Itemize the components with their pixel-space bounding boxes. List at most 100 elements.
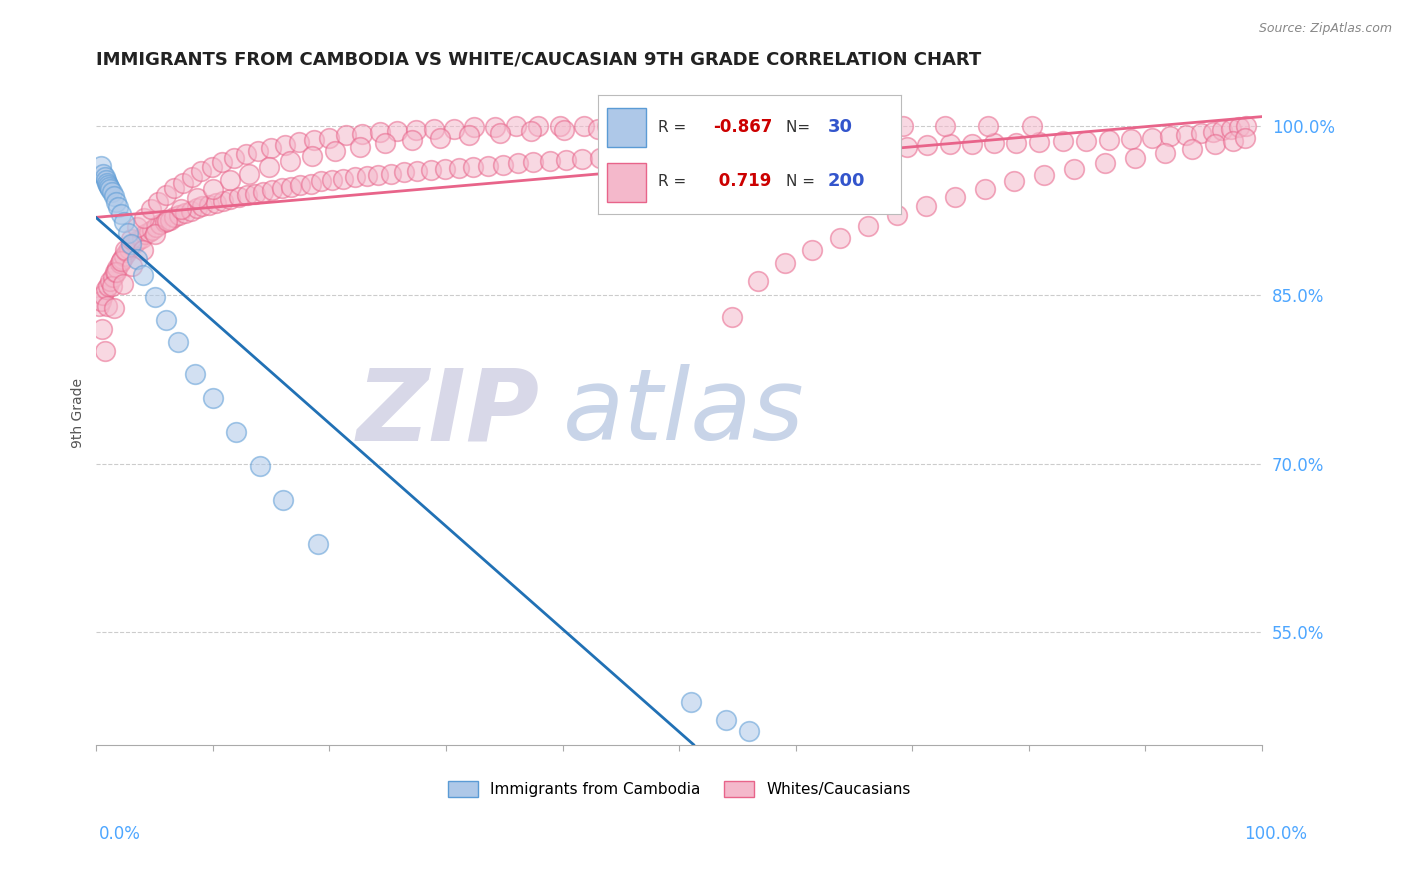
Point [344, 169, 367, 184]
Point [1189, 126, 1212, 140]
Point [96, 299, 118, 313]
Point [522, 155, 544, 169]
Point [644, 120, 666, 134]
Point [222, 151, 245, 165]
Point [257, 160, 280, 174]
Point [270, 181, 292, 195]
Point [572, 120, 595, 134]
Point [219, 193, 242, 207]
Point [252, 185, 274, 199]
Point [733, 120, 755, 134]
Point [108, 256, 131, 270]
Point [915, 199, 938, 213]
Point [1234, 120, 1257, 134]
Point [299, 177, 322, 191]
Y-axis label: 9th Grade: 9th Grade [72, 378, 86, 448]
Point [235, 187, 257, 202]
Point [127, 252, 149, 266]
Point [571, 152, 593, 166]
Point [1181, 142, 1204, 156]
Point [127, 233, 149, 247]
Point [695, 120, 717, 134]
Point [115, 245, 138, 260]
Point [111, 252, 134, 266]
Point [170, 202, 193, 217]
Point [172, 176, 194, 190]
Point [186, 191, 208, 205]
Point [960, 137, 983, 152]
Point [1094, 156, 1116, 170]
Point [934, 120, 956, 134]
Text: ZIP: ZIP [356, 365, 540, 461]
Point [93, 344, 115, 359]
Point [555, 153, 578, 167]
Point [134, 211, 156, 226]
Point [184, 367, 207, 381]
Point [938, 137, 960, 152]
Point [311, 174, 333, 188]
Point [100, 185, 122, 199]
Point [380, 167, 402, 181]
Point [132, 243, 155, 257]
Point [1219, 121, 1241, 136]
Point [120, 237, 142, 252]
Point [853, 141, 876, 155]
Point [443, 121, 465, 136]
Point [752, 144, 775, 158]
Point [1028, 135, 1050, 149]
Point [163, 211, 186, 225]
Point [792, 143, 814, 157]
Point [678, 147, 700, 161]
Point [1204, 137, 1226, 152]
Point [458, 128, 481, 143]
Point [335, 128, 357, 143]
Point [405, 122, 427, 136]
Point [596, 120, 619, 134]
Point [696, 146, 718, 161]
Point [271, 492, 294, 507]
Point [186, 202, 208, 216]
Point [191, 199, 214, 213]
Point [1159, 129, 1181, 144]
Point [225, 425, 247, 439]
Text: 0.0%: 0.0% [98, 825, 141, 843]
Point [695, 120, 717, 134]
Point [132, 268, 155, 282]
Point [886, 208, 908, 222]
Point [896, 139, 918, 153]
Point [138, 225, 160, 239]
Point [945, 190, 967, 204]
Point [658, 147, 681, 161]
Point [1175, 128, 1198, 143]
Point [249, 458, 271, 473]
Point [349, 139, 371, 153]
Point [97, 279, 120, 293]
Point [159, 212, 181, 227]
Text: Source: ZipAtlas.com: Source: ZipAtlas.com [1258, 22, 1392, 36]
Point [1227, 120, 1250, 135]
Point [406, 164, 429, 178]
Point [733, 145, 755, 160]
Point [98, 182, 121, 196]
Point [105, 260, 128, 275]
Point [1202, 125, 1225, 139]
Point [810, 120, 832, 134]
Point [550, 120, 572, 134]
Point [198, 198, 221, 212]
Point [1154, 146, 1177, 161]
Point [167, 208, 190, 222]
Point [983, 136, 1005, 151]
Point [527, 120, 550, 134]
Point [90, 293, 112, 308]
Point [153, 215, 176, 229]
Point [120, 238, 142, 252]
Point [477, 159, 499, 173]
Point [127, 220, 149, 235]
Point [120, 232, 142, 246]
Point [463, 120, 485, 135]
Point [112, 249, 135, 263]
Point [290, 178, 312, 192]
Point [117, 226, 139, 240]
Point [1063, 161, 1085, 176]
Point [589, 151, 612, 165]
